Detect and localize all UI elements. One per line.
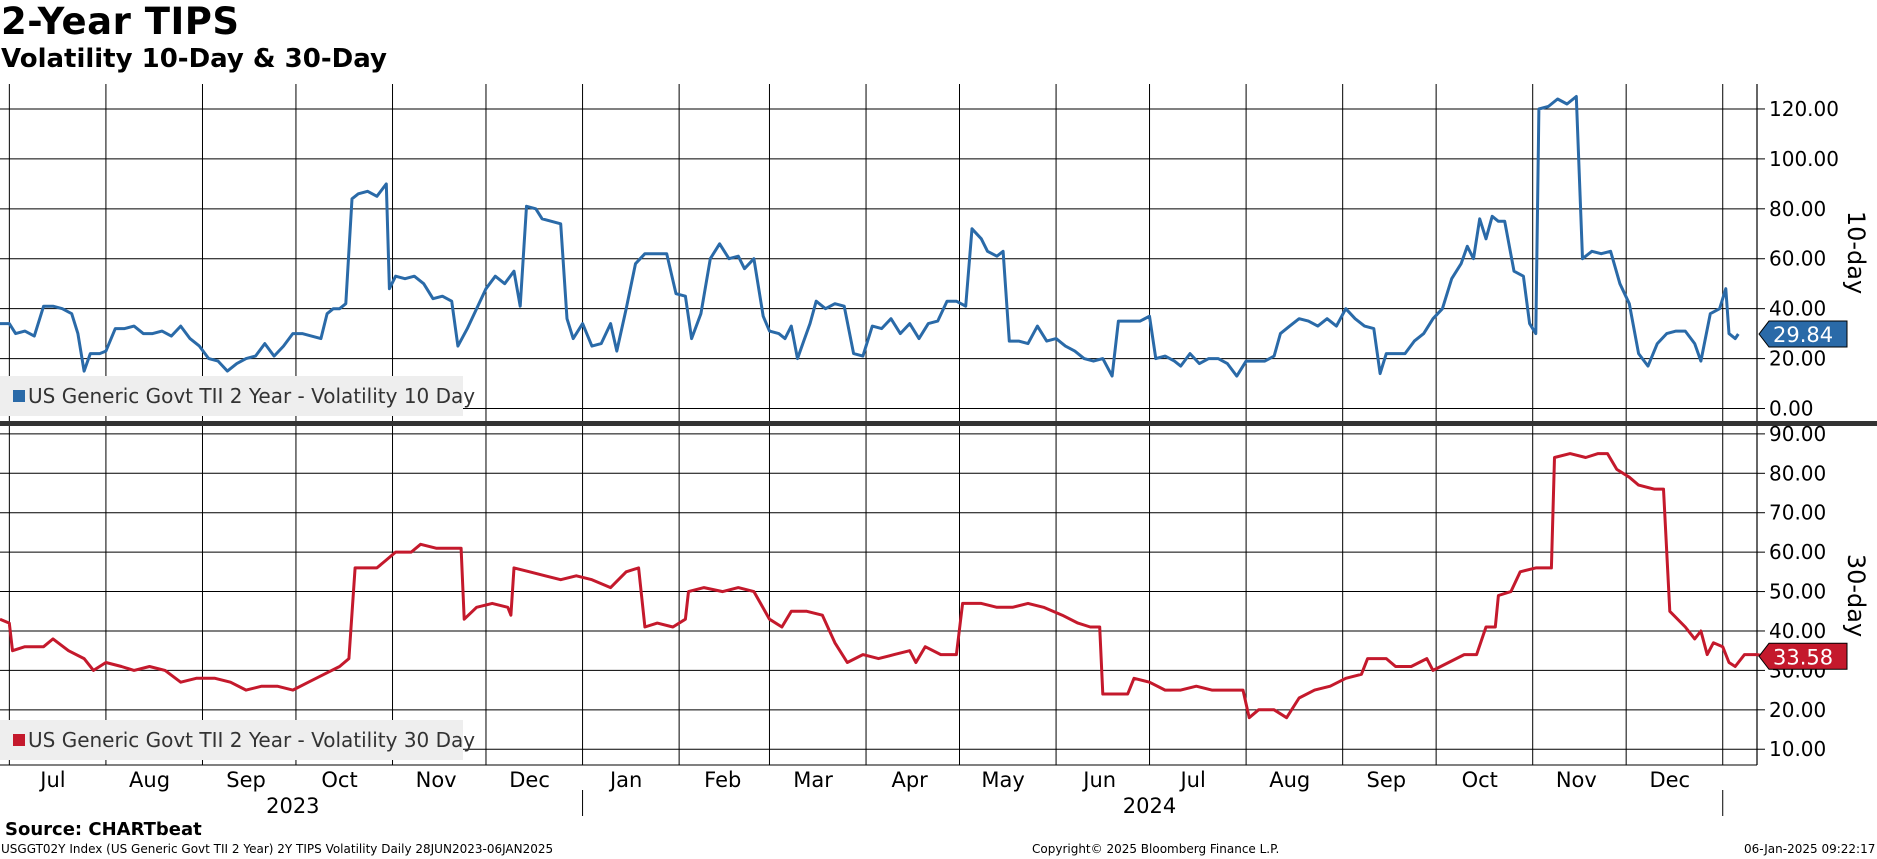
month-label: Sep	[1366, 768, 1406, 792]
month-label: Dec	[509, 768, 550, 792]
source-note: Source: CHARTbeat	[5, 819, 202, 840]
legend-swatch	[13, 390, 25, 402]
legend-bg	[0, 376, 463, 416]
bottom-panel: 10.0020.0030.0040.0050.0060.0070.0080.00…	[0, 422, 1870, 765]
year-label: 2024	[1123, 794, 1176, 818]
month-label: Apr	[891, 768, 928, 792]
y-tick-label: 20.00	[1769, 347, 1826, 371]
month-label: Mar	[793, 768, 833, 792]
thirty-day-series-line	[0, 452, 1767, 720]
y-tick-label: 100.00	[1769, 147, 1839, 171]
chart-title: 2-Year TIPS	[1, 0, 240, 43]
y-tick-label: 120.00	[1769, 97, 1839, 121]
legend-label: US Generic Govt TII 2 Year - Volatility …	[28, 384, 475, 408]
month-label: Sep	[226, 768, 266, 792]
y-tick-label: 0.00	[1769, 397, 1814, 421]
y-tick-label: 60.00	[1769, 247, 1826, 271]
top-panel: 0.00 20.00 40.00 60.00 80.00 100.00 120.00 29.8…	[0, 84, 1870, 421]
ten-day-series-line	[0, 95, 1740, 378]
month-label: Oct	[1462, 768, 1498, 792]
x-axis: Jul Aug Sep Oct Nov Dec Jan Feb Mar Apr May Jun Jul A…	[0, 764, 1757, 818]
month-label: Jul	[1178, 768, 1205, 792]
month-label: Nov	[1556, 768, 1597, 792]
panel-divider	[0, 421, 1877, 426]
month-label: Nov	[416, 768, 457, 792]
chart-subtitle: Volatility 10-Day & 30-Day	[1, 44, 387, 74]
year-label: 2023	[266, 794, 319, 818]
last-value-box	[1758, 320, 1848, 348]
y-tick-label: 20.00	[1769, 698, 1826, 722]
y-tick-label: 10.00	[1769, 737, 1826, 761]
y-tick-label: 70.00	[1769, 501, 1826, 525]
month-label: May	[981, 768, 1024, 792]
month-label: Oct	[321, 768, 357, 792]
y-tick-label: 80.00	[1769, 461, 1826, 485]
y-tick-label: 90.00	[1769, 422, 1826, 446]
month-label: Dec	[1649, 768, 1690, 792]
month-label: Jan	[608, 768, 642, 792]
last-value-label: 29.84	[1773, 323, 1833, 347]
month-label: Aug	[129, 768, 170, 792]
last-value-box	[1758, 642, 1848, 670]
ten-day-axis-label: 10-day	[1842, 211, 1870, 294]
y-tick-label: 80.00	[1769, 197, 1826, 221]
ten-day-legend: US Generic Govt TII 2 Year - Volatility …	[0, 376, 475, 416]
month-label: Jun	[1081, 768, 1116, 792]
month-label: Jul	[38, 768, 65, 792]
index-info: USGGT02Y Index (US Generic Govt TII 2 Ye…	[1, 842, 554, 856]
legend-label: US Generic Govt TII 2 Year - Volatility …	[28, 728, 475, 752]
ten-day-last-value-tag: 29.84	[1758, 320, 1848, 348]
y-tick-label: 50.00	[1769, 580, 1826, 604]
last-value-label: 33.58	[1773, 645, 1833, 669]
y-tick-label: 40.00	[1769, 619, 1826, 643]
thirty-day-axis-label: 30-day	[1842, 554, 1870, 637]
timestamp: 06-Jan-2025 09:22:17	[1744, 842, 1876, 856]
legend-swatch	[13, 734, 25, 746]
month-label: Aug	[1269, 768, 1310, 792]
thirty-day-legend: US Generic Govt TII 2 Year - Volatility …	[0, 720, 475, 760]
grid	[0, 84, 1877, 765]
legend-bg	[0, 720, 463, 760]
month-label: Feb	[704, 768, 741, 792]
copyright: Copyright© 2025 Bloomberg Finance L.P.	[1032, 842, 1280, 856]
y-tick-label: 60.00	[1769, 540, 1826, 564]
y-tick-label: 40.00	[1769, 297, 1826, 321]
thirty-day-last-value-tag: 33.58	[1758, 642, 1848, 670]
